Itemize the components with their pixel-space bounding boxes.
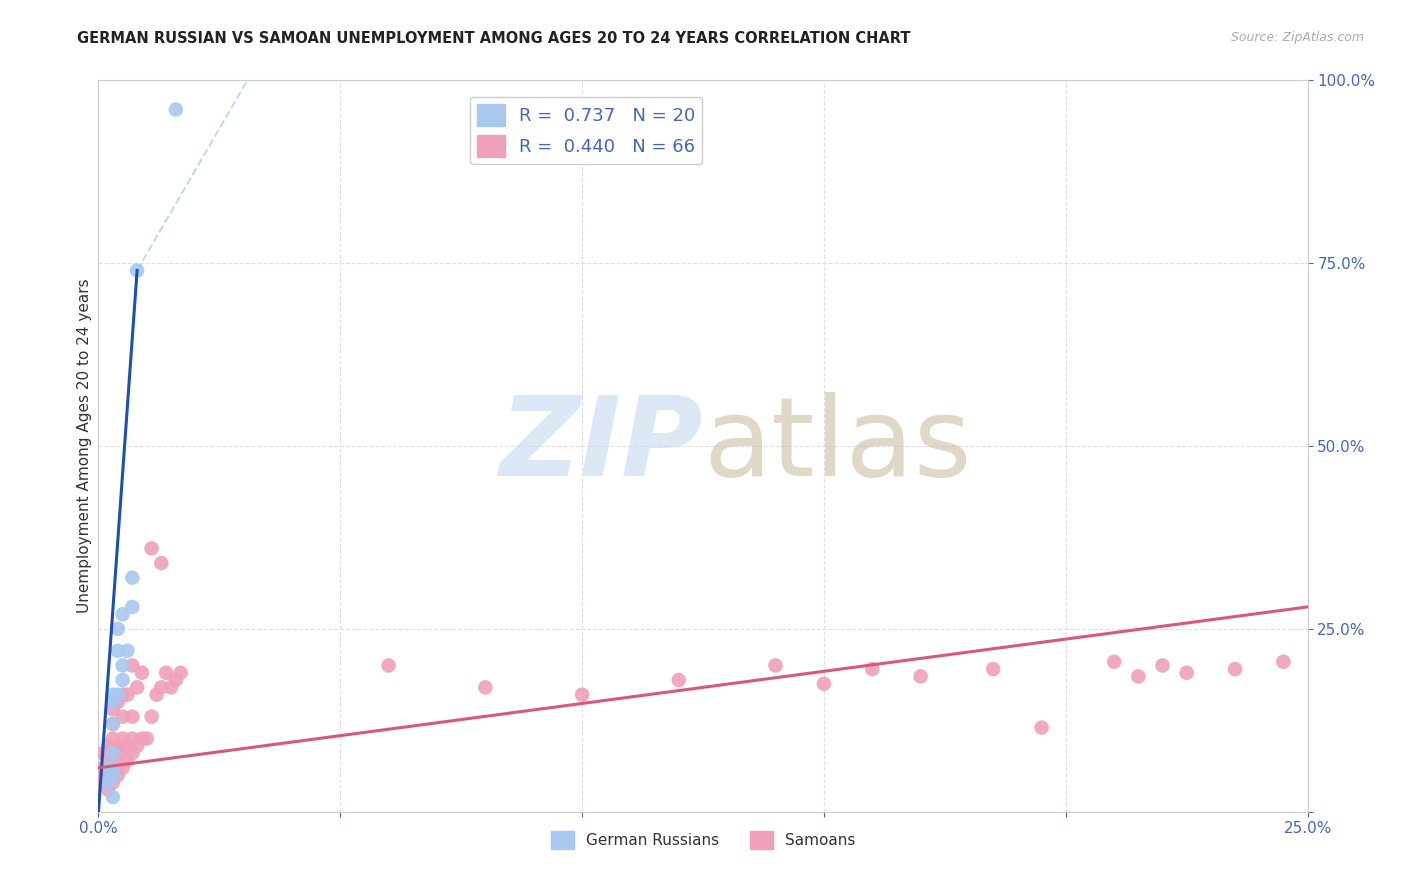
Point <box>91 761 114 775</box>
Point <box>101 717 124 731</box>
Point <box>107 622 129 636</box>
Point <box>117 688 139 702</box>
Point <box>1175 665 1198 680</box>
Point <box>1128 669 1150 683</box>
Point <box>813 676 835 690</box>
Point <box>1031 721 1053 735</box>
Point <box>101 790 124 805</box>
Point <box>107 739 129 753</box>
Point <box>101 746 124 760</box>
Point <box>668 673 690 687</box>
Point <box>121 709 143 723</box>
Point <box>1272 655 1295 669</box>
Point <box>165 103 187 117</box>
Point <box>1223 662 1246 676</box>
Point <box>97 768 120 782</box>
Point <box>121 658 143 673</box>
Point <box>101 695 124 709</box>
Text: ZIP: ZIP <box>499 392 703 500</box>
Point <box>117 644 139 658</box>
Point <box>981 662 1004 676</box>
Point <box>107 754 129 768</box>
Point <box>101 746 124 760</box>
Point <box>121 571 143 585</box>
Point <box>150 681 173 695</box>
Point <box>111 709 134 723</box>
Point <box>1152 658 1174 673</box>
Point <box>571 688 593 702</box>
Point <box>121 731 143 746</box>
Y-axis label: Unemployment Among Ages 20 to 24 years: Unemployment Among Ages 20 to 24 years <box>77 278 91 614</box>
Point <box>97 775 120 789</box>
Point <box>101 688 124 702</box>
Point <box>111 673 134 687</box>
Point <box>107 761 129 775</box>
Point <box>107 688 129 702</box>
Point <box>101 731 124 746</box>
Point <box>117 739 139 753</box>
Point <box>107 644 129 658</box>
Point <box>127 263 149 277</box>
Point <box>127 739 149 753</box>
Point <box>101 717 124 731</box>
Text: Source: ZipAtlas.com: Source: ZipAtlas.com <box>1230 31 1364 45</box>
Point <box>860 662 883 676</box>
Point <box>97 761 120 775</box>
Point <box>111 731 134 746</box>
Point <box>111 658 134 673</box>
Text: atlas: atlas <box>703 392 972 500</box>
Point <box>91 768 114 782</box>
Point <box>121 746 143 760</box>
Point <box>910 669 932 683</box>
Point <box>135 731 157 746</box>
Point <box>101 768 124 782</box>
Point <box>474 681 496 695</box>
Legend: German Russians, Samoans: German Russians, Samoans <box>544 824 862 855</box>
Point <box>127 681 149 695</box>
Point <box>107 768 129 782</box>
Point <box>111 688 134 702</box>
Point <box>97 754 120 768</box>
Point <box>107 695 129 709</box>
Point <box>131 731 153 746</box>
Point <box>101 761 124 775</box>
Point <box>97 739 120 753</box>
Point <box>97 782 120 797</box>
Point <box>141 541 163 556</box>
Point <box>1102 655 1125 669</box>
Point <box>101 775 124 789</box>
Point <box>155 665 177 680</box>
Point <box>145 688 167 702</box>
Point <box>165 673 187 687</box>
Point <box>111 746 134 760</box>
Point <box>160 681 183 695</box>
Point <box>117 754 139 768</box>
Point <box>150 556 173 570</box>
Point <box>169 665 191 680</box>
Point <box>101 768 124 782</box>
Point <box>141 709 163 723</box>
Point <box>101 702 124 716</box>
Point <box>91 775 114 789</box>
Point <box>121 599 143 614</box>
Point <box>765 658 787 673</box>
Point <box>111 607 134 622</box>
Point <box>101 761 124 775</box>
Point <box>101 739 124 753</box>
Point <box>377 658 399 673</box>
Point <box>91 746 114 760</box>
Point <box>97 761 120 775</box>
Point <box>97 775 120 789</box>
Point <box>131 665 153 680</box>
Text: GERMAN RUSSIAN VS SAMOAN UNEMPLOYMENT AMONG AGES 20 TO 24 YEARS CORRELATION CHAR: GERMAN RUSSIAN VS SAMOAN UNEMPLOYMENT AM… <box>77 31 911 46</box>
Point <box>111 761 134 775</box>
Point <box>97 746 120 760</box>
